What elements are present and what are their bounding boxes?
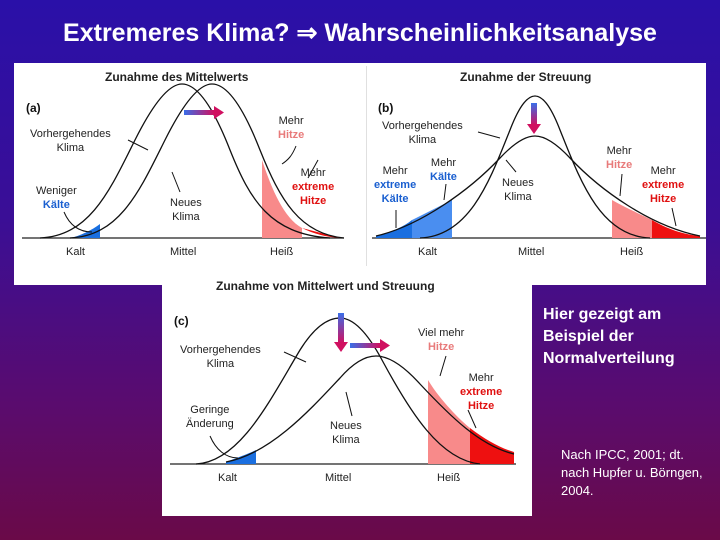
panel-c-new-label: Neues Klima — [330, 419, 362, 447]
panel-a-less-line2: Kälte — [42, 199, 70, 211]
panel-b-mcold-line3: Kälte — [381, 193, 409, 205]
panel-a-tag: (a) — [26, 101, 41, 115]
panel-a-previous-line1: Vorhergehendes — [30, 128, 111, 140]
panel-divider — [366, 66, 367, 266]
panel-a-extreme-line2: extreme — [292, 181, 335, 193]
panel-b-more-cold-label: Mehr Kälte — [430, 156, 457, 184]
panel-a-less-cold-label: Weniger Kälte — [36, 184, 77, 212]
panel-b-new-line1: Neues — [502, 177, 534, 189]
panel-c-previous-label: Vorhergehendes Klima — [180, 343, 261, 371]
panel-a-more-line2: Hitze — [278, 129, 305, 141]
panel-ab-background — [14, 63, 706, 285]
panel-b-moreheat-line2: Hitze — [606, 159, 633, 171]
panel-c-axis-mean: Mittel — [325, 472, 352, 484]
panel-a-previous-label: Vorhergehendes Klima — [30, 127, 111, 155]
panel-c-much-line2: Hitze — [427, 341, 455, 353]
panel-c-previous-line2: Klima — [206, 358, 235, 370]
panel-c-extreme-line1: Mehr — [468, 372, 494, 384]
panel-b-axis-cold: Kalt — [418, 246, 437, 258]
panel-c-extreme-line2: extreme — [460, 386, 503, 398]
panel-c-much-line1: Viel mehr — [418, 327, 465, 339]
panel-c-small-line2: Änderung — [186, 418, 234, 430]
panel-c-small-line1: Geringe — [190, 404, 230, 416]
panel-a-new-line1: Neues — [170, 197, 202, 209]
panel-c-heading: Zunahme von Mittelwert und Streuung — [216, 279, 435, 293]
panel-b-previous-line2: Klima — [408, 134, 437, 146]
panel-a-extreme-line1: Mehr — [300, 167, 326, 179]
panel-c-axis-hot: Heiß — [437, 472, 461, 484]
panel-b-mheat-line2: extreme — [642, 179, 685, 191]
panel-b-axis-hot: Heiß — [620, 246, 644, 258]
panel-c-new-line1: Neues — [330, 420, 362, 432]
panel-b-mheat-line3: Hitze — [649, 193, 677, 205]
panel-b-mcold-line1: Mehr — [382, 165, 408, 177]
panel-c-new-line2: Klima — [332, 434, 360, 446]
panel-b-new-line2: Klima — [504, 191, 532, 203]
panel-b-heading: Zunahme der Streuung — [460, 70, 592, 84]
slide-title: Extremeres Klima? ⇒ Wahrscheinlichkeitsa… — [63, 19, 657, 47]
panel-c-small-change-label: Geringe Änderung — [186, 403, 234, 431]
panel-b-mheat-line1: Mehr — [650, 165, 676, 177]
panel-b-more-extreme-heat-label: Mehr extreme Hitze — [642, 164, 684, 206]
panel-a-new-line2: Klima — [172, 211, 200, 223]
panel-b-mcold-line2: extreme — [374, 179, 417, 191]
panel-c-tag: (c) — [174, 314, 189, 328]
panel-b-previous-label: Vorhergehendes Klima — [382, 119, 463, 147]
panel-b-morecold-line1: Mehr — [430, 157, 456, 169]
panel-b-moreheat-line1: Mehr — [606, 145, 632, 157]
panel-c-extreme-line3: Hitze — [467, 400, 495, 412]
panel-a-more-extreme-label: Mehr extreme Hitze — [292, 166, 334, 208]
panel-b-tag: (b) — [378, 101, 394, 115]
panel-a-heading: Zunahme des Mittelwerts — [105, 70, 249, 84]
panel-b-axis-mean: Mittel — [518, 246, 545, 258]
source-citation: Nach IPCC, 2001; dt. nach Hupfer u. Börn… — [561, 447, 703, 498]
panel-b-previous-line1: Vorhergehendes — [382, 120, 463, 132]
panel-b-new-label: Neues Klima — [502, 176, 534, 204]
panel-b-more-extreme-cold-label: Mehr extreme Kälte — [374, 164, 416, 206]
panel-a-extreme-line3: Hitze — [299, 195, 327, 207]
side-explanation-text: Hier gezeigt am Beispiel der Normalverte… — [543, 306, 675, 367]
panel-c-more-extreme-label: Mehr extreme Hitze — [460, 371, 502, 413]
panel-a-axis-cold: Kalt — [66, 246, 85, 258]
panel-c-much-heat-label: Viel mehr Hitze — [418, 326, 464, 354]
panel-a-less-line1: Weniger — [36, 185, 77, 197]
panel-b-morecold-line2: Kälte — [430, 171, 457, 183]
panel-a-new-label: Neues Klima — [170, 196, 202, 224]
panel-a-more-heat-label: Mehr Hitze — [278, 114, 304, 142]
panel-a-more-line1: Mehr — [278, 115, 304, 127]
panel-c-axis-cold: Kalt — [218, 472, 237, 484]
panel-a-axis-hot: Heiß — [270, 246, 294, 258]
panel-b-more-heat-label: Mehr Hitze — [606, 144, 632, 172]
panel-a-axis-mean: Mittel — [170, 246, 197, 258]
panel-c-previous-line1: Vorhergehendes — [180, 344, 261, 356]
panel-a-previous-line2: Klima — [56, 142, 85, 154]
